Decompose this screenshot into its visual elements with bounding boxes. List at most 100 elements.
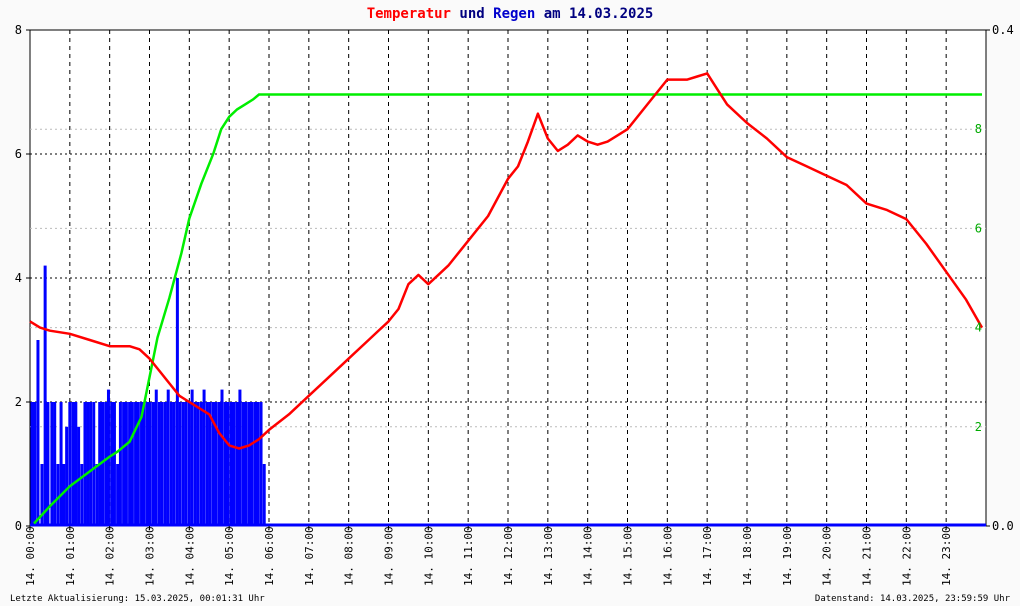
x-tick-label: 14. 02:00	[104, 526, 117, 586]
rain-bar	[86, 402, 90, 526]
y-right-inner-tick-label: 8	[975, 122, 982, 136]
x-tick-label: 14. 07:00	[303, 526, 316, 586]
title-regen: Regen	[493, 6, 535, 22]
rain-bar	[151, 402, 155, 526]
rain-bar	[223, 402, 227, 526]
rain-bar	[140, 402, 144, 526]
rain-bar	[235, 402, 239, 526]
rain-bar	[244, 402, 248, 526]
rain-bar	[136, 402, 140, 526]
x-tick-label: 14. 23:00	[940, 526, 953, 586]
rain-bar	[187, 402, 191, 526]
rain-bar	[146, 402, 150, 526]
rain-bar	[59, 402, 63, 526]
rain-bar	[208, 402, 212, 526]
rain-bar	[124, 402, 128, 526]
chart-title: Temperatur und Regen am 14.03.2025	[367, 6, 654, 22]
rain-bar	[46, 402, 50, 526]
rain-bar	[104, 402, 108, 526]
rain-bar	[100, 402, 104, 526]
x-tick-label: 14. 12:00	[502, 526, 515, 586]
rain-bar	[134, 402, 138, 526]
x-tick-label: 14. 09:00	[383, 526, 396, 586]
rain-bar	[199, 402, 203, 526]
y-right-inner-tick-label: 2	[975, 420, 982, 434]
title-und: und	[451, 6, 493, 22]
title-temperature: Temperatur	[367, 6, 451, 22]
rain-bar	[226, 402, 230, 526]
x-tick-label: 14. 11:00	[462, 526, 475, 586]
rain-bar	[232, 402, 236, 526]
rain-bar	[238, 389, 242, 526]
series-line-temperature	[29, 72, 984, 450]
rain-bar	[92, 402, 96, 526]
rain-bar	[154, 389, 158, 526]
x-tick-label: 14. 03:00	[144, 526, 157, 586]
x-tick-label: 14. 04:00	[183, 526, 196, 586]
rain-bar	[205, 402, 209, 526]
y-left-tick-label: 6	[15, 147, 22, 161]
x-tick-label: 14. 00:00	[24, 526, 37, 586]
rain-bar	[202, 389, 206, 526]
rain-bar	[71, 402, 75, 526]
rain-bar	[50, 402, 54, 526]
rain-bar	[157, 402, 161, 526]
rain-bar	[110, 402, 114, 526]
axes: 0 2 4 6 8 0.0 0.4 2 4 6 8 14. 00:00 14. 01:00 14. 02:…	[15, 23, 1014, 586]
rain-bar	[181, 402, 185, 526]
x-tick-label: 14. 15:00	[622, 526, 635, 586]
rain-bar	[122, 402, 126, 526]
rain-bar	[250, 402, 254, 526]
last-update-text: Letzte Aktualisierung: 15.03.2025, 00:01…	[10, 594, 265, 604]
x-tick-label: 14. 13:00	[542, 526, 555, 586]
y-left-tick-label: 2	[15, 395, 22, 409]
rain-bar	[40, 464, 44, 526]
series-line-rain-sum	[33, 93, 982, 525]
rain-bar	[253, 402, 257, 526]
rain-bar	[118, 402, 122, 526]
rain-bar	[68, 402, 72, 526]
rain-bar	[62, 464, 66, 526]
x-tick-label: 14. 18:00	[741, 526, 754, 586]
rain-bar	[112, 402, 116, 526]
rain-bar	[130, 402, 134, 526]
y-right-outer-tick-label: 0.0	[992, 519, 1014, 533]
y-left-tick-label: 8	[15, 23, 22, 37]
rain-bar	[262, 464, 266, 526]
rain-bar	[190, 389, 194, 526]
x-tick-label: 14. 19:00	[781, 526, 794, 586]
data-status-text: Datenstand: 14.03.2025, 23:59:59 Uhr	[814, 594, 1010, 604]
title-date: am 14.03.2025	[535, 6, 653, 22]
x-tick-label: 14. 08:00	[343, 526, 356, 586]
x-tick-label: 14. 05:00	[223, 526, 236, 586]
rain-bar	[36, 340, 40, 526]
rain-bar	[80, 464, 84, 526]
y-right-inner-tick-label: 4	[975, 321, 982, 335]
x-tick-label: 14. 17:00	[701, 526, 714, 586]
y-left-tick-label: 4	[15, 271, 22, 285]
x-tick-label: 14. 06:00	[263, 526, 276, 586]
rain-bar	[142, 402, 146, 526]
rain-bar	[89, 402, 93, 526]
rain-bar	[77, 426, 81, 526]
rain-bar	[53, 402, 57, 526]
rain-bar	[169, 402, 173, 526]
rain-bar	[256, 402, 260, 526]
rain-bar	[172, 402, 176, 526]
rain-bar	[259, 402, 263, 526]
rain-bar	[247, 402, 251, 526]
x-tick-label: 14. 20:00	[821, 526, 834, 586]
rain-bar	[160, 402, 164, 526]
rain-bar	[211, 402, 215, 526]
rain-bar	[83, 402, 87, 526]
rain-bar	[116, 464, 120, 526]
x-tick-label: 14. 14:00	[582, 526, 595, 586]
rain-bar	[241, 402, 245, 526]
rain-bar	[175, 278, 179, 526]
rain-bar	[95, 464, 99, 526]
y-left-tick-label: 0	[15, 519, 22, 533]
series-lines	[29, 72, 984, 525]
rain-bar	[214, 402, 218, 526]
